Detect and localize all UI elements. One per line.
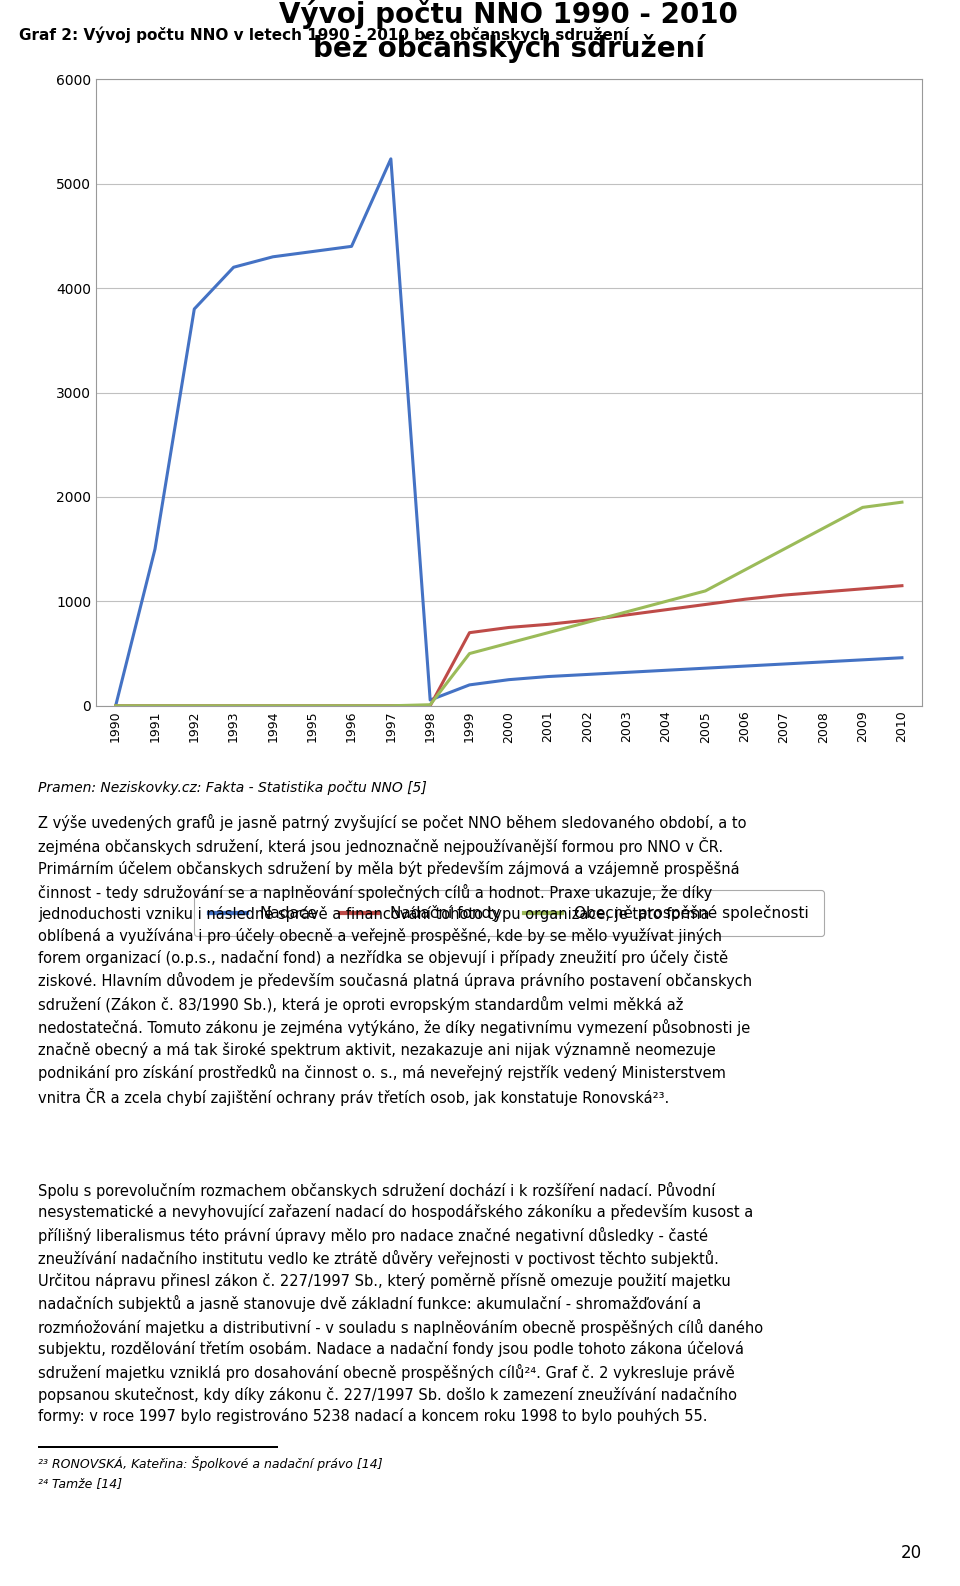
Text: ²³ RONOVSKÁ, Kateřina: Špolkové a nadační právo [14]: ²³ RONOVSKÁ, Kateřina: Špolkové a nadačn…: [38, 1456, 383, 1470]
Text: 20: 20: [900, 1545, 922, 1562]
Text: ²⁴ Tamže [14]: ²⁴ Tamže [14]: [38, 1477, 123, 1489]
Text: Pramen: Neziskovky.cz: Fakta - Statistika počtu NNO [5]: Pramen: Neziskovky.cz: Fakta - Statistik…: [38, 780, 427, 795]
Text: Graf 2: Vývoj počtu NNO v letech 1990 - 2010 bez občanskych sdružení: Graf 2: Vývoj počtu NNO v letech 1990 - …: [19, 27, 629, 43]
Title: Vývoj počtu NNO 1990 - 2010
bez občanskych sdružení: Vývoj počtu NNO 1990 - 2010 bez občansky…: [279, 0, 738, 63]
Text: Z výše uvedených grafů je jasně patrný zvyšující se počet NNO během sledovaného : Z výše uvedených grafů je jasně patrný z…: [38, 814, 753, 1105]
Legend: Nadace, Nadační fondy, Obecně prospěšné společnosti: Nadace, Nadační fondy, Obecně prospěšné …: [194, 890, 824, 936]
Text: Spolu s porevolučním rozmachem občanskych sdružení dochází i k rozšíření nadací.: Spolu s porevolučním rozmachem občanskyc…: [38, 1182, 763, 1424]
